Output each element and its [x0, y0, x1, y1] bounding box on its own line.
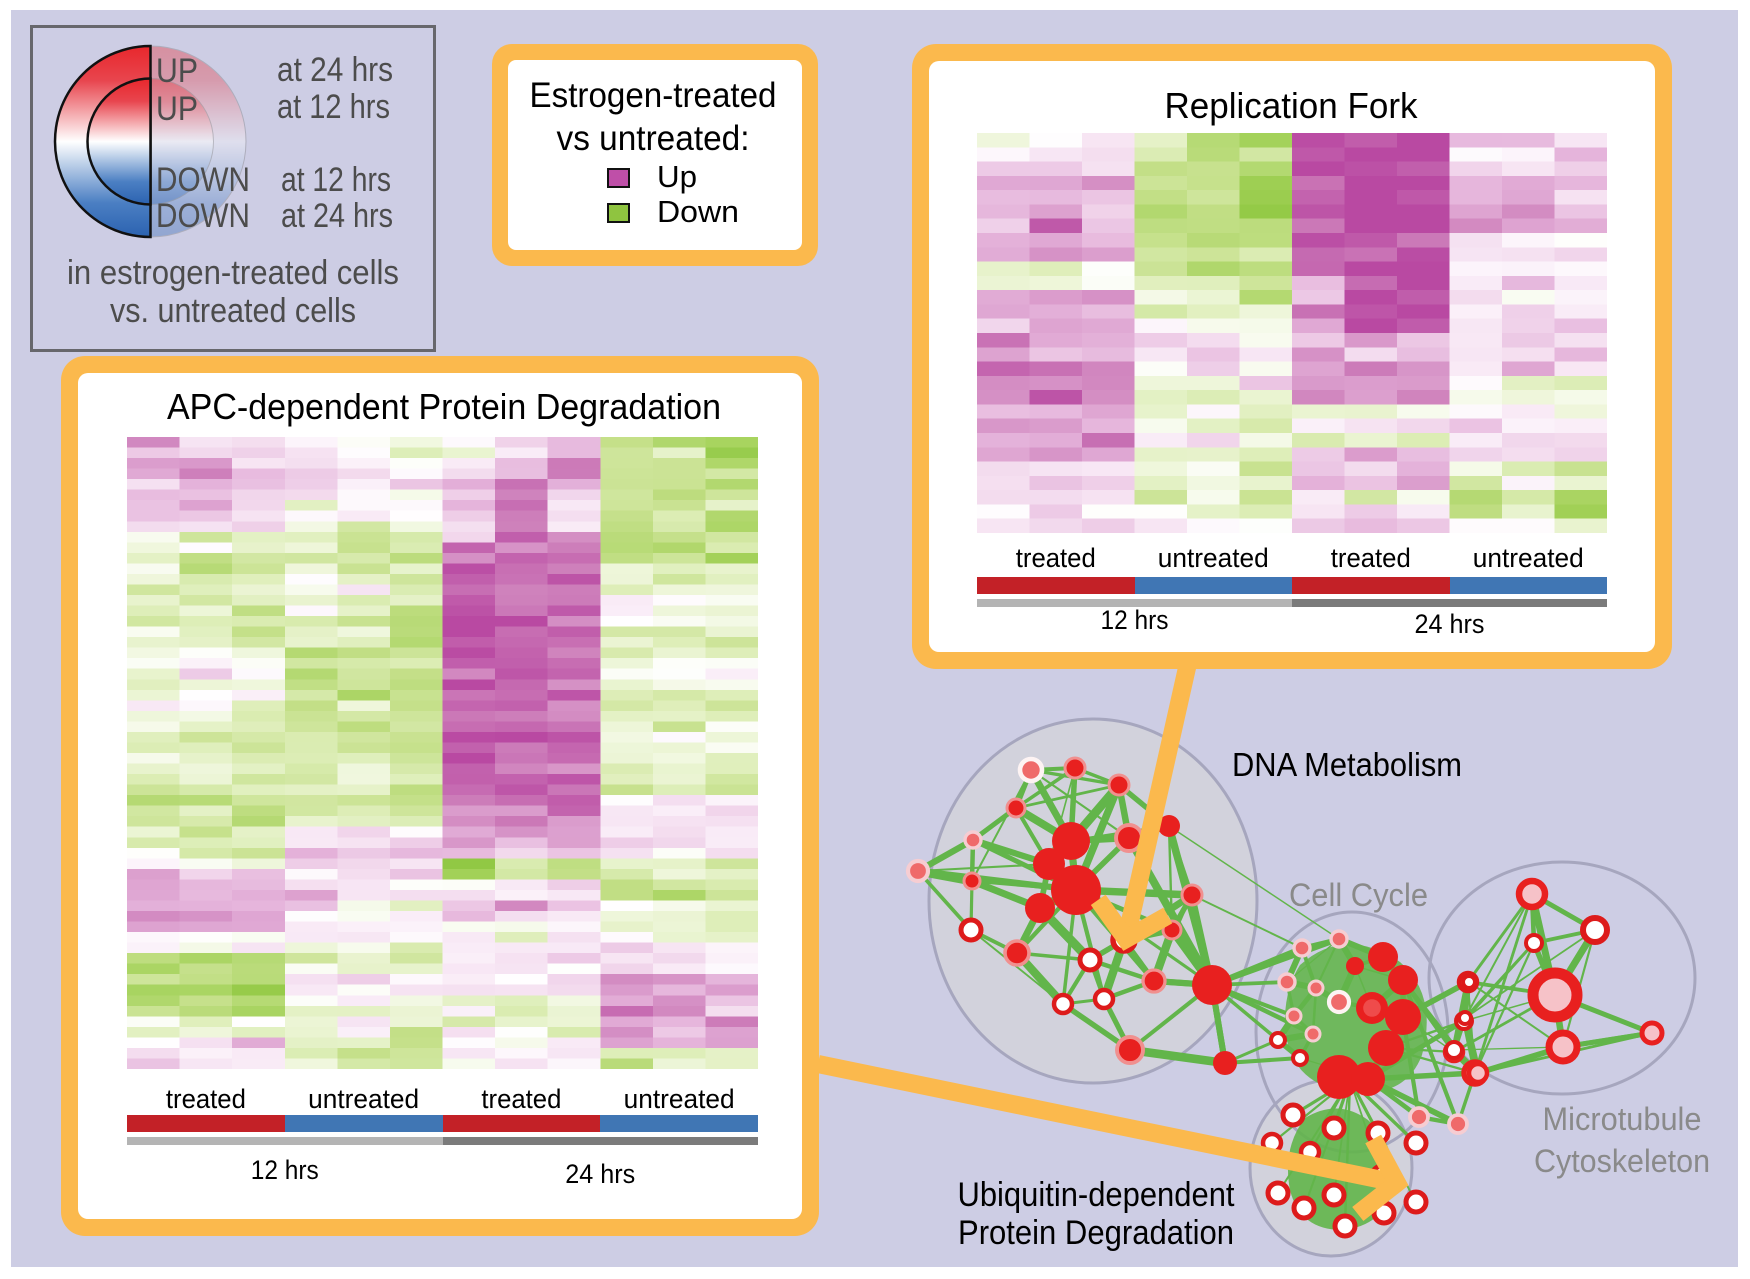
svg-text:untreated: untreated: [624, 1084, 735, 1114]
svg-text:at 24 hrs: at 24 hrs: [281, 197, 393, 235]
svg-text:12 hrs: 12 hrs: [251, 1155, 319, 1185]
svg-text:in estrogen-treated cells: in estrogen-treated cells: [67, 254, 399, 292]
svg-text:Replication Fork: Replication Fork: [1165, 85, 1419, 126]
svg-text:at 24 hrs: at 24 hrs: [277, 51, 393, 89]
svg-text:UP: UP: [156, 90, 198, 128]
svg-text:vs untreated:: vs untreated:: [557, 119, 750, 158]
svg-text:untreated: untreated: [1473, 543, 1584, 573]
svg-text:12 hrs: 12 hrs: [1101, 605, 1169, 635]
svg-text:DNA Metabolism: DNA Metabolism: [1232, 746, 1462, 783]
svg-text:Estrogen-treated: Estrogen-treated: [530, 76, 777, 115]
svg-text:treated: treated: [481, 1084, 561, 1114]
svg-text:APC-dependent Protein Degradat: APC-dependent Protein Degradation: [167, 386, 721, 427]
svg-text:untreated: untreated: [1158, 543, 1269, 573]
svg-text:Ubiquitin-dependent: Ubiquitin-dependent: [958, 1176, 1236, 1214]
svg-text:at 12 hrs: at 12 hrs: [277, 88, 390, 126]
svg-text:untreated: untreated: [308, 1084, 419, 1114]
svg-text:UP: UP: [156, 52, 198, 90]
svg-text:treated: treated: [1016, 543, 1096, 573]
svg-text:DOWN: DOWN: [156, 161, 250, 199]
svg-text:Cytoskeleton: Cytoskeleton: [1534, 1143, 1710, 1179]
svg-text:treated: treated: [166, 1084, 246, 1114]
svg-text:Microtubule: Microtubule: [1543, 1101, 1702, 1137]
svg-text:Down: Down: [657, 194, 739, 229]
svg-text:at 12 hrs: at 12 hrs: [281, 161, 391, 199]
svg-text:Protein Degradation: Protein Degradation: [958, 1214, 1234, 1252]
svg-text:24 hrs: 24 hrs: [1415, 609, 1485, 639]
svg-text:Up: Up: [657, 159, 697, 194]
svg-text:vs. untreated cells: vs. untreated cells: [110, 292, 356, 330]
svg-text:Cell Cycle: Cell Cycle: [1289, 877, 1428, 913]
svg-text:24 hrs: 24 hrs: [565, 1159, 635, 1189]
svg-text:treated: treated: [1331, 543, 1411, 573]
svg-text:DOWN: DOWN: [156, 197, 250, 235]
